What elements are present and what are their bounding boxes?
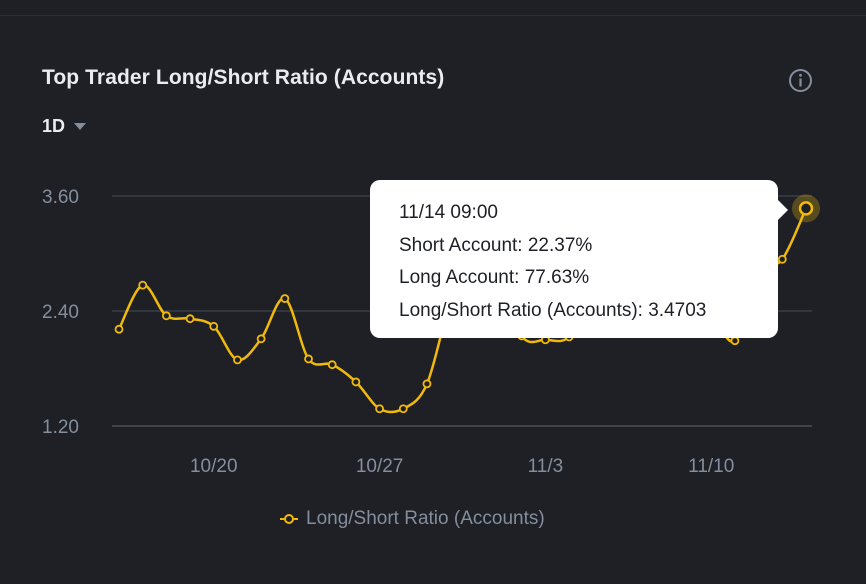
data-point	[280, 294, 290, 303]
tooltip-long-account: Long Account: 77.63%	[399, 267, 590, 288]
info-circle-icon[interactable]	[788, 68, 813, 93]
legend-line-marker-icon	[280, 514, 298, 524]
data-point	[398, 404, 408, 414]
data-point	[422, 379, 432, 389]
data-point	[209, 321, 219, 331]
x-tick-label: 11/3	[528, 456, 564, 477]
data-point	[351, 377, 361, 387]
caret-down-icon	[74, 123, 87, 130]
data-point	[185, 314, 195, 324]
period-dropdown[interactable]: 1D	[42, 116, 87, 137]
x-tick-label: 11/10	[688, 456, 734, 477]
top-divider	[0, 15, 866, 16]
period-label: 1D	[42, 116, 66, 136]
y-tick-label: 1.20	[42, 417, 79, 438]
data-point	[114, 324, 124, 334]
active-data-point	[798, 201, 814, 216]
tooltip-ratio: Long/Short Ratio (Accounts): 3.4703	[399, 299, 707, 321]
y-tick-label: 2.40	[42, 302, 79, 323]
legend-label: Long/Short Ratio (Accounts)	[306, 508, 545, 529]
x-tick-label: 10/20	[190, 456, 238, 477]
data-point	[256, 334, 266, 344]
tooltip-date: 11/14 09:00	[399, 202, 498, 223]
y-tick-label: 3.60	[42, 187, 79, 208]
chart-title: Top Trader Long/Short Ratio (Accounts)	[42, 66, 445, 89]
chart-legend[interactable]: Long/Short Ratio (Accounts)	[280, 508, 545, 530]
x-tick-label: 10/27	[356, 456, 404, 477]
data-point	[730, 336, 740, 346]
data-point	[375, 404, 384, 414]
chart-tooltip: 11/14 09:00 Short Account: 22.37% Long A…	[370, 180, 788, 338]
data-point	[161, 311, 171, 321]
data-point	[777, 254, 787, 264]
tooltip-short-account: Short Account: 22.37%	[399, 234, 593, 256]
data-point	[327, 360, 337, 370]
data-point	[233, 355, 242, 365]
tooltip-arrow	[778, 200, 788, 220]
data-point	[304, 354, 313, 364]
data-point	[138, 280, 148, 290]
